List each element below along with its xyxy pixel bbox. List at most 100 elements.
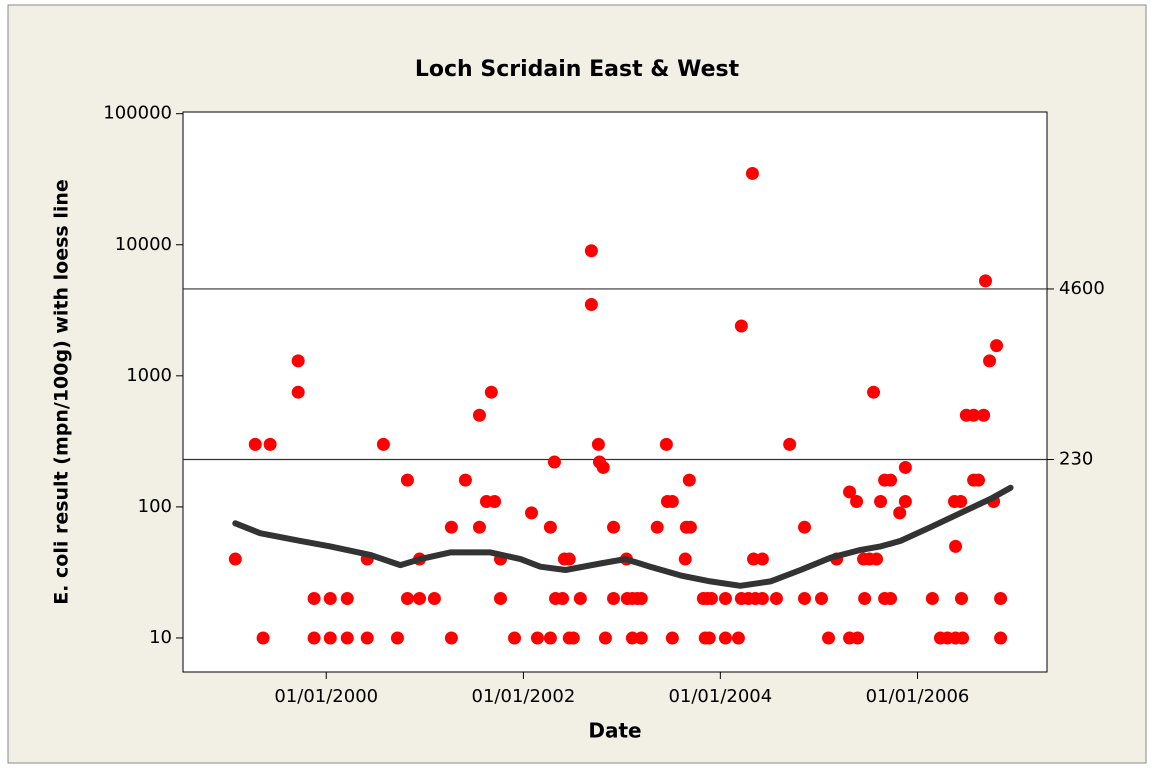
data-point bbox=[977, 408, 991, 422]
data-point bbox=[954, 592, 968, 606]
data-point bbox=[967, 408, 981, 422]
data-point bbox=[228, 552, 242, 566]
data-point bbox=[543, 520, 557, 534]
data-point bbox=[591, 437, 605, 451]
data-point bbox=[678, 552, 692, 566]
data-point bbox=[400, 592, 414, 606]
data-point bbox=[665, 631, 679, 645]
data-point bbox=[508, 631, 522, 645]
data-point bbox=[755, 592, 769, 606]
data-point bbox=[898, 460, 912, 474]
data-point bbox=[307, 592, 321, 606]
data-point bbox=[925, 592, 939, 606]
data-point bbox=[427, 592, 441, 606]
data-point bbox=[797, 592, 811, 606]
x-tick-label: 01/01/2006 bbox=[866, 686, 970, 707]
data-point bbox=[376, 437, 390, 451]
data-point bbox=[323, 592, 337, 606]
data-point bbox=[291, 354, 305, 368]
data-point bbox=[874, 494, 888, 508]
data-point bbox=[731, 631, 745, 645]
data-point bbox=[458, 473, 472, 487]
data-point bbox=[682, 473, 696, 487]
data-point bbox=[634, 592, 648, 606]
data-point bbox=[665, 494, 679, 508]
data-point bbox=[493, 592, 507, 606]
y-axis-label: E. coli result (mpn/100g) with loess lin… bbox=[51, 179, 73, 605]
y-tick-label: 100000 bbox=[103, 103, 172, 124]
data-point bbox=[769, 592, 783, 606]
data-point bbox=[340, 631, 354, 645]
data-point bbox=[683, 520, 697, 534]
data-point bbox=[797, 520, 811, 534]
data-point bbox=[444, 631, 458, 645]
data-point bbox=[954, 494, 968, 508]
data-point bbox=[822, 631, 836, 645]
y-tick-label: 1000 bbox=[126, 365, 172, 386]
data-point bbox=[323, 631, 337, 645]
data-point bbox=[978, 274, 992, 288]
data-point bbox=[850, 494, 864, 508]
y-tick-label: 100 bbox=[138, 496, 172, 517]
data-point bbox=[248, 437, 262, 451]
data-point bbox=[884, 592, 898, 606]
data-point bbox=[598, 631, 612, 645]
data-point bbox=[573, 592, 587, 606]
data-point bbox=[971, 473, 985, 487]
data-point bbox=[566, 631, 580, 645]
data-point bbox=[530, 631, 544, 645]
data-point bbox=[949, 539, 963, 553]
data-point bbox=[745, 166, 759, 180]
data-point bbox=[562, 552, 576, 566]
data-point bbox=[983, 354, 997, 368]
y-tick-label: 10000 bbox=[115, 234, 172, 255]
reference-label: 4600 bbox=[1059, 278, 1105, 299]
data-point bbox=[444, 520, 458, 534]
x-tick-label: 01/01/2004 bbox=[668, 686, 772, 707]
data-point bbox=[994, 631, 1008, 645]
data-point bbox=[472, 520, 486, 534]
data-point bbox=[390, 631, 404, 645]
data-point bbox=[843, 485, 857, 499]
data-point bbox=[893, 506, 907, 520]
data-point bbox=[596, 460, 610, 474]
data-point bbox=[734, 319, 748, 333]
data-point bbox=[607, 520, 621, 534]
data-point bbox=[870, 552, 884, 566]
data-point bbox=[783, 437, 797, 451]
data-point bbox=[718, 592, 732, 606]
data-point bbox=[858, 592, 872, 606]
data-point bbox=[884, 473, 898, 487]
data-point bbox=[867, 385, 881, 399]
data-point bbox=[291, 385, 305, 399]
data-point bbox=[400, 473, 414, 487]
x-tick-label: 01/01/2000 bbox=[274, 686, 378, 707]
data-point bbox=[814, 592, 828, 606]
plot-area bbox=[182, 111, 1048, 673]
data-point bbox=[360, 631, 374, 645]
x-tick-label: 01/01/2002 bbox=[472, 686, 576, 707]
chart-title: Loch Scridain East & West bbox=[415, 57, 740, 82]
data-point bbox=[994, 592, 1008, 606]
data-point bbox=[634, 631, 648, 645]
data-point bbox=[413, 592, 427, 606]
data-point bbox=[898, 494, 912, 508]
data-point bbox=[256, 631, 270, 645]
data-point bbox=[547, 455, 561, 469]
data-point bbox=[263, 437, 277, 451]
data-point bbox=[650, 520, 664, 534]
data-point bbox=[702, 631, 716, 645]
data-point bbox=[488, 494, 502, 508]
data-point bbox=[472, 408, 486, 422]
x-axis-label: Date bbox=[588, 719, 641, 743]
y-tick-label: 10 bbox=[149, 627, 172, 648]
data-point bbox=[704, 592, 718, 606]
data-point bbox=[543, 631, 557, 645]
data-point bbox=[755, 552, 769, 566]
data-point bbox=[484, 385, 498, 399]
data-point bbox=[525, 506, 539, 520]
data-point bbox=[607, 592, 621, 606]
data-point bbox=[747, 552, 761, 566]
data-point bbox=[556, 592, 570, 606]
